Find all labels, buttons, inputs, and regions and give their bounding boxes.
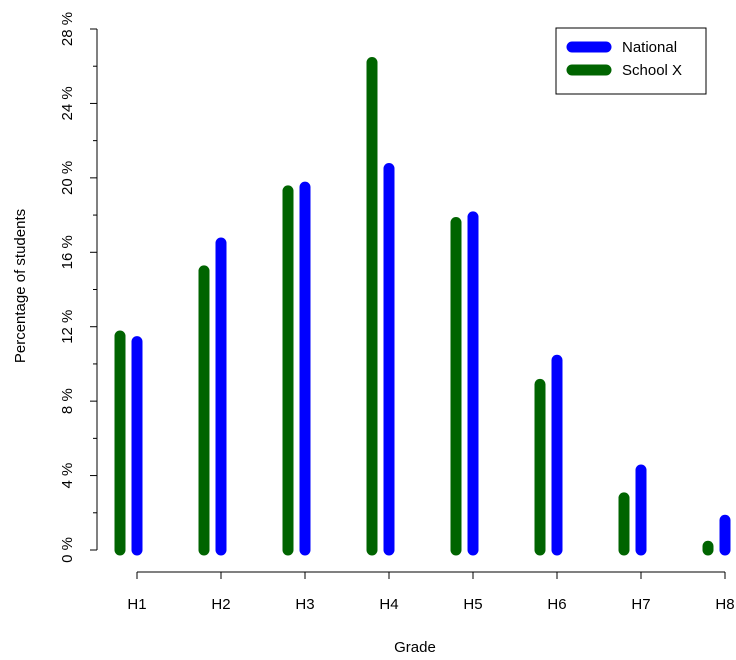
y-tick-label: 20 % [59,161,76,195]
y-axis-title: Percentage of students [12,209,29,363]
x-tick-label: H2 [211,596,230,613]
legend-label: National [622,39,677,56]
bars [114,56,731,556]
x-tick-label: H6 [547,596,566,613]
y-tick-label: 8 % [59,388,76,414]
y-tick-label: 16 % [59,235,76,269]
x-tick-label: H1 [127,596,146,613]
y-tick-label: 12 % [59,310,76,344]
y-tick-label: 0 % [59,537,76,563]
legend-box [555,27,707,95]
x-tick-label: H4 [379,596,398,613]
x-tick-label: H7 [631,596,650,613]
x-tick-label: H8 [715,596,734,613]
y-tick-label: 24 % [59,86,76,120]
y-tick-label: 4 % [59,463,76,489]
legend: National School X [555,27,707,95]
x-tick-label: H3 [295,596,314,613]
y-tick-label: 28 % [59,12,76,46]
y-axis: 0 % 4 % 8 % 12 % 16 % 20 % 24 % 28 % [59,12,98,563]
x-axis-title: Grade [394,639,436,656]
legend-label: School X [622,62,682,79]
x-tick-label: H5 [463,596,482,613]
x-axis: H1 H2 H3 H4 H5 H6 H7 H8 [127,571,735,613]
